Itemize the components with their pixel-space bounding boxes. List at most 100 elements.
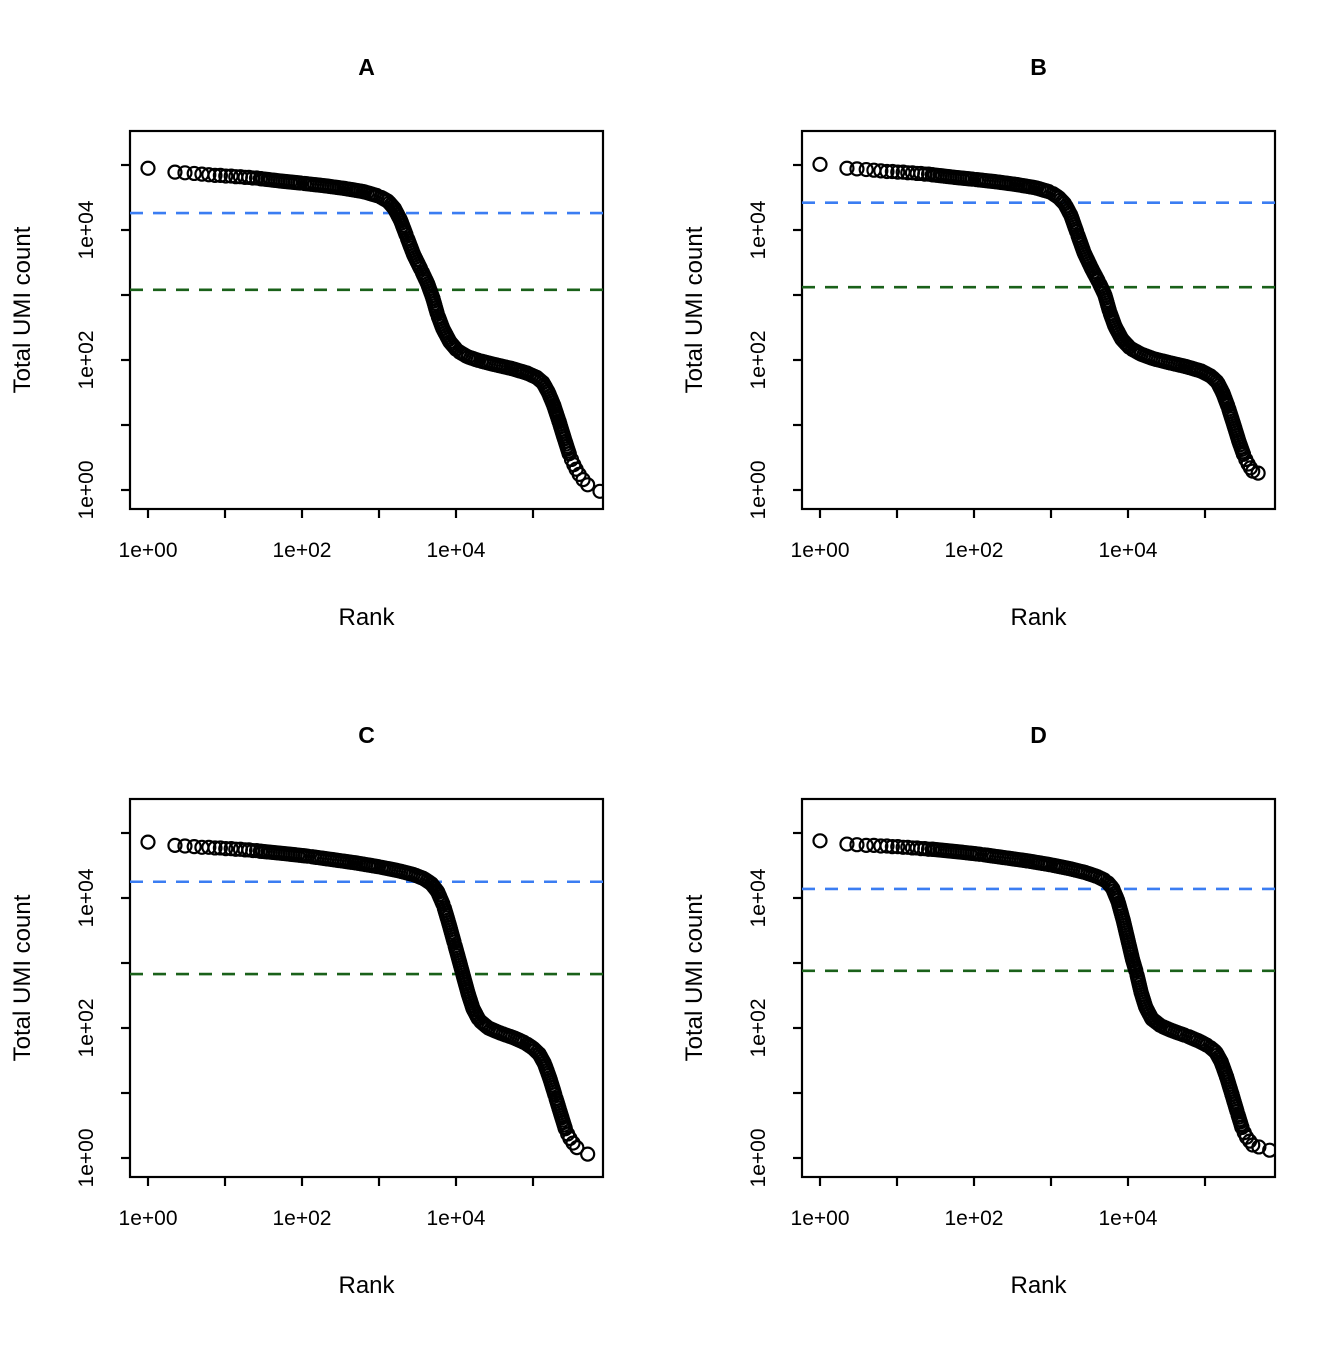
data-point [580, 477, 596, 493]
panel-c: C 1e+00 1e+02 1e+04 Rank 1e+00 1e+02 1e+04 Total… [9, 722, 605, 1299]
data-point [1251, 1139, 1267, 1155]
panel-c-x-axis-label: Rank [338, 1272, 395, 1299]
data-point [839, 160, 855, 176]
panel-a-title: A [358, 54, 375, 80]
panel-b-title: B [1030, 54, 1047, 80]
panel-b-x-axis: 1e+00 1e+02 1e+04 [791, 509, 1207, 562]
panel-a-plot-box [128, 129, 605, 511]
data-point [873, 838, 889, 854]
panel-c-plot-box [128, 797, 605, 1179]
data-point [884, 163, 900, 180]
data-point [890, 839, 906, 855]
y-tick-label: 1e+02 [747, 999, 770, 1058]
x-tick-label: 1e+04 [1099, 539, 1158, 562]
data-point [177, 165, 193, 181]
data-point [186, 839, 202, 855]
y-tick-label: 1e+00 [747, 461, 770, 520]
y-tick-label: 1e+00 [75, 1129, 98, 1188]
data-point [1245, 1137, 1261, 1153]
data-point [858, 837, 874, 853]
data-point [592, 483, 604, 499]
x-tick-label: 1e+02 [273, 539, 332, 562]
data-point [569, 1140, 585, 1156]
panel-c-y-axis: 1e+00 1e+02 1e+04 [75, 831, 130, 1188]
panel-d-points [812, 833, 1276, 1158]
panel-c-x-axis: 1e+00 1e+02 1e+04 [119, 1177, 535, 1230]
data-point [839, 836, 855, 852]
data-point [207, 840, 223, 856]
data-point [890, 164, 906, 180]
data-point [879, 163, 895, 180]
data-point [849, 161, 865, 177]
data-point [177, 838, 193, 854]
panel-d: D 1e+00 1e+02 1e+04 Rank 1e+00 1e+02 1e+04 Total… [681, 722, 1277, 1299]
data-point [167, 837, 183, 853]
panel-d-y-axis: 1e+00 1e+02 1e+04 [747, 831, 802, 1188]
data-point [212, 167, 228, 184]
y-tick-label: 1e+02 [75, 999, 98, 1058]
panel-d-x-axis-label: Rank [1010, 1272, 1067, 1299]
data-point [212, 840, 228, 856]
y-tick-label: 1e+04 [747, 868, 770, 927]
panel-c-title: C [358, 722, 375, 748]
panel-d-title: D [1030, 722, 1047, 748]
panel-b-y-axis-label: Total UMI count [681, 226, 708, 393]
data-point [580, 1146, 596, 1162]
data-point [849, 837, 865, 853]
data-point [140, 834, 156, 850]
data-point [218, 840, 234, 857]
data-point [140, 160, 156, 176]
data-point [858, 161, 874, 178]
x-tick-label: 1e+04 [427, 539, 486, 562]
y-tick-label: 1e+04 [75, 200, 98, 259]
panel-d-y-axis-label: Total UMI count [681, 894, 708, 1061]
data-point [812, 833, 828, 849]
data-point [186, 165, 202, 182]
data-point [812, 156, 828, 172]
panel-d-plot-box [800, 797, 1277, 1179]
panel-b-plot-box [800, 129, 1277, 511]
panel-c-y-axis-label: Total UMI count [9, 894, 36, 1061]
data-point [1262, 1142, 1276, 1158]
x-tick-label: 1e+02 [273, 1207, 332, 1230]
x-tick-label: 1e+02 [945, 1207, 1004, 1230]
x-tick-label: 1e+04 [427, 1207, 486, 1230]
data-point [167, 164, 183, 180]
panel-a-x-axis: 1e+00 1e+02 1e+04 [119, 509, 535, 562]
y-tick-label: 1e+04 [75, 868, 98, 927]
data-point [565, 1135, 581, 1151]
data-point [879, 838, 895, 854]
data-point [884, 839, 900, 855]
y-tick-label: 1e+00 [747, 1129, 770, 1188]
data-point [1242, 460, 1259, 476]
panel-b-y-axis: 1e+00 1e+02 1e+04 [747, 163, 802, 520]
panel-b-points [812, 156, 1266, 481]
data-point [201, 839, 217, 855]
panel-a-x-axis-label: Rank [338, 604, 395, 631]
panel-a: A 1e+00 1e+02 1e+04 Rank 1e+00 1e+02 1e+04 Total… [9, 54, 605, 631]
x-tick-label: 1e+00 [119, 539, 178, 562]
panel-a-y-axis: 1e+00 1e+02 1e+04 [75, 163, 130, 520]
y-tick-label: 1e+02 [747, 331, 770, 390]
panel-b-x-axis-label: Rank [1010, 604, 1067, 631]
x-tick-label: 1e+02 [945, 539, 1004, 562]
data-point [201, 167, 217, 183]
x-tick-label: 1e+04 [1099, 1207, 1158, 1230]
panel-d-x-axis: 1e+00 1e+02 1e+04 [791, 1177, 1207, 1230]
panel-a-y-axis-label: Total UMI count [9, 226, 36, 393]
data-point [1250, 465, 1266, 481]
x-tick-label: 1e+00 [119, 1207, 178, 1230]
y-tick-label: 1e+04 [747, 200, 770, 259]
y-tick-label: 1e+02 [75, 331, 98, 390]
panel-a-points [140, 160, 604, 499]
y-tick-label: 1e+00 [75, 461, 98, 520]
x-tick-label: 1e+00 [791, 1207, 850, 1230]
data-point [218, 168, 234, 184]
panel-b: B 1e+00 1e+02 1e+04 Rank 1e+00 1e+02 1e+04 Total… [681, 54, 1277, 631]
data-point [207, 167, 223, 184]
panel-c-points [140, 834, 596, 1162]
data-point [873, 163, 889, 179]
